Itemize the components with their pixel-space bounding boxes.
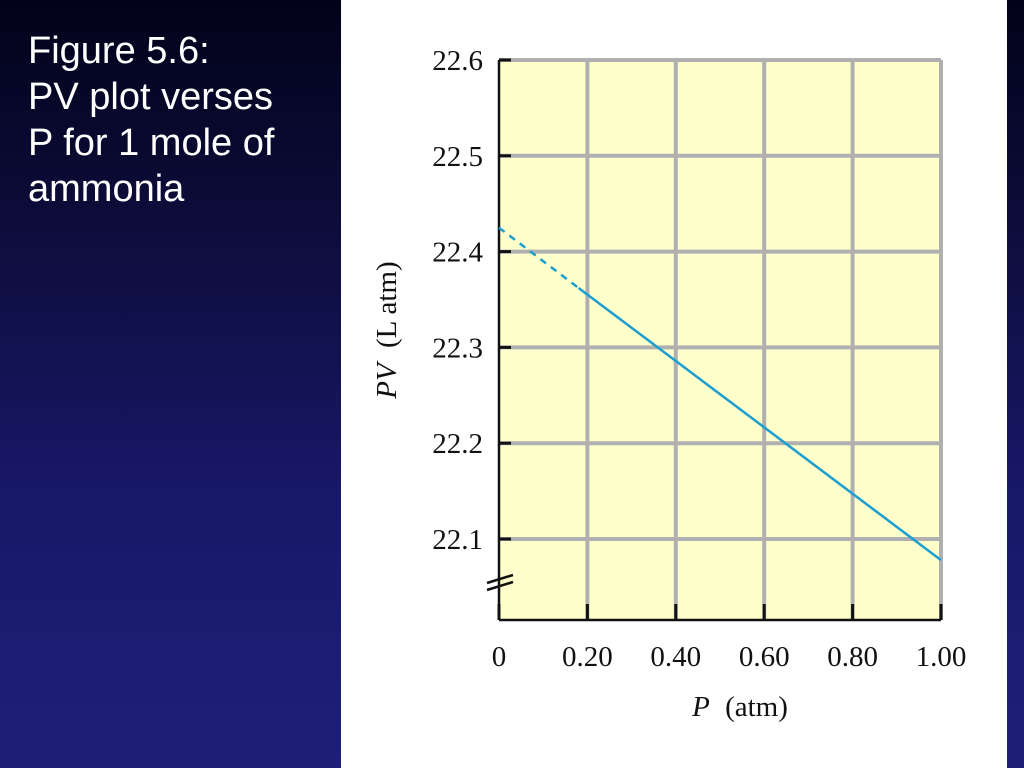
figure-caption: Figure 5.6: PV plot verses P for 1 mole …: [28, 28, 333, 212]
axes: [486, 58, 943, 622]
series-line-solid: [577, 287, 942, 562]
series-line-dashed: [498, 226, 580, 289]
y-axis-variable: PV: [371, 360, 403, 400]
y-axis-unit: (L atm): [371, 261, 403, 348]
caption-line: Figure 5.6:: [28, 30, 210, 72]
x-tick-label: 0.60: [739, 641, 790, 673]
x-tick-label: 0: [492, 641, 507, 673]
caption-line: ammonia: [28, 168, 185, 210]
axis-break-mark: [486, 580, 514, 592]
x-axis-label: P (atm): [691, 691, 788, 723]
y-tick-label: 22.3: [432, 332, 483, 364]
x-axis-variable: P: [691, 691, 710, 723]
caption-line: P for 1 mole of: [28, 122, 275, 164]
y-tick-label: 22.2: [432, 428, 483, 460]
x-tick-label: 0.20: [562, 641, 613, 673]
x-tick-label: 0.80: [827, 641, 878, 673]
tick-labels: 22.1 22.2 22.3 22.4 22.5 22.6 0 0.20 0.40 0.60 0.8…: [432, 45, 966, 673]
plot-area: [499, 60, 941, 620]
y-tick-label: 22.4: [432, 237, 483, 269]
y-axis-label: PV (L atm): [371, 261, 403, 399]
data-series: [498, 226, 942, 562]
y-tick-label: 22.5: [432, 141, 483, 173]
x-tick-label: 0.40: [650, 641, 701, 673]
x-axis-unit: (atm): [725, 691, 788, 723]
grid-lines: [499, 58, 943, 620]
pv-vs-p-chart: 22.1 22.2 22.3 22.4 22.5 22.6 0 0.20 0.40 0.60 0.8…: [371, 45, 966, 723]
figure-panel: 22.1 22.2 22.3 22.4 22.5 22.6 0 0.20 0.40 0.60 0.8…: [341, 0, 1007, 768]
x-tick-label: 1.00: [916, 641, 967, 673]
y-tick-label: 22.6: [432, 45, 483, 77]
caption-line: PV plot verses: [28, 76, 273, 118]
axis-break-mark: [486, 573, 514, 585]
y-tick-label: 22.1: [432, 524, 483, 556]
